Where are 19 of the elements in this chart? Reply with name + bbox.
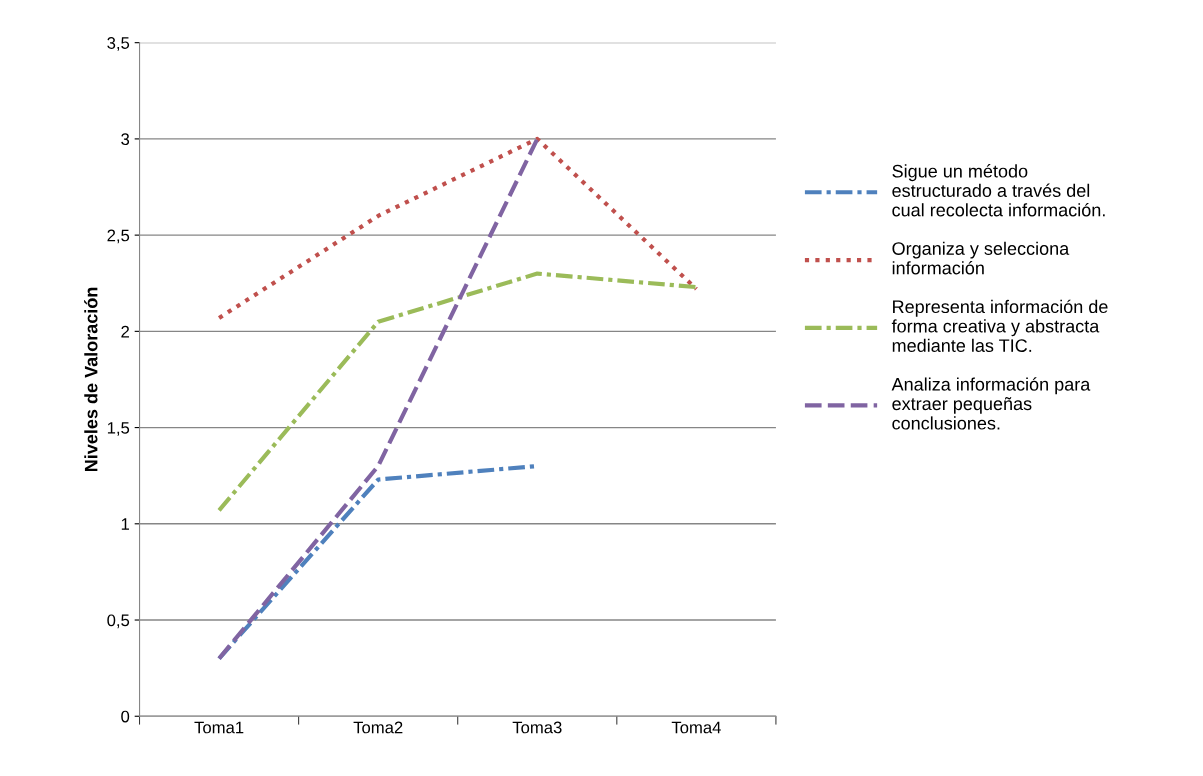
x-tick-label: Toma4 (671, 721, 721, 734)
line-series (217, 136, 699, 320)
y-tick-label: 2,5 (107, 229, 130, 244)
legend-label: Organiza y selecciona información (892, 241, 1070, 275)
y-tick-label: 2 (121, 325, 129, 338)
y-tick-label: 0,5 (107, 614, 130, 629)
y-tick-label: 3 (121, 133, 130, 146)
line-series (217, 271, 699, 513)
legend-label: Sigue un método estructurado a través del cual recolecta información. (892, 164, 1105, 217)
legend-label: Representa información de forma creativa y abstracta mediante las TIC. (891, 299, 1108, 353)
y-tick-label: 1,5 (107, 422, 130, 436)
x-tick-label: Toma3 (512, 721, 562, 734)
y-tick-label: 0 (121, 710, 130, 723)
y-tick-label: 1 (121, 518, 130, 530)
x-tick-label: Toma1 (194, 721, 244, 734)
legend-label: Analiza información para extraer pequeñas conclusiones. (891, 377, 1091, 430)
y-axis-title: Niveles de Valoración (84, 287, 98, 472)
x-tick-label: Toma2 (353, 721, 403, 734)
y-tick-label: 3,5 (107, 37, 130, 51)
